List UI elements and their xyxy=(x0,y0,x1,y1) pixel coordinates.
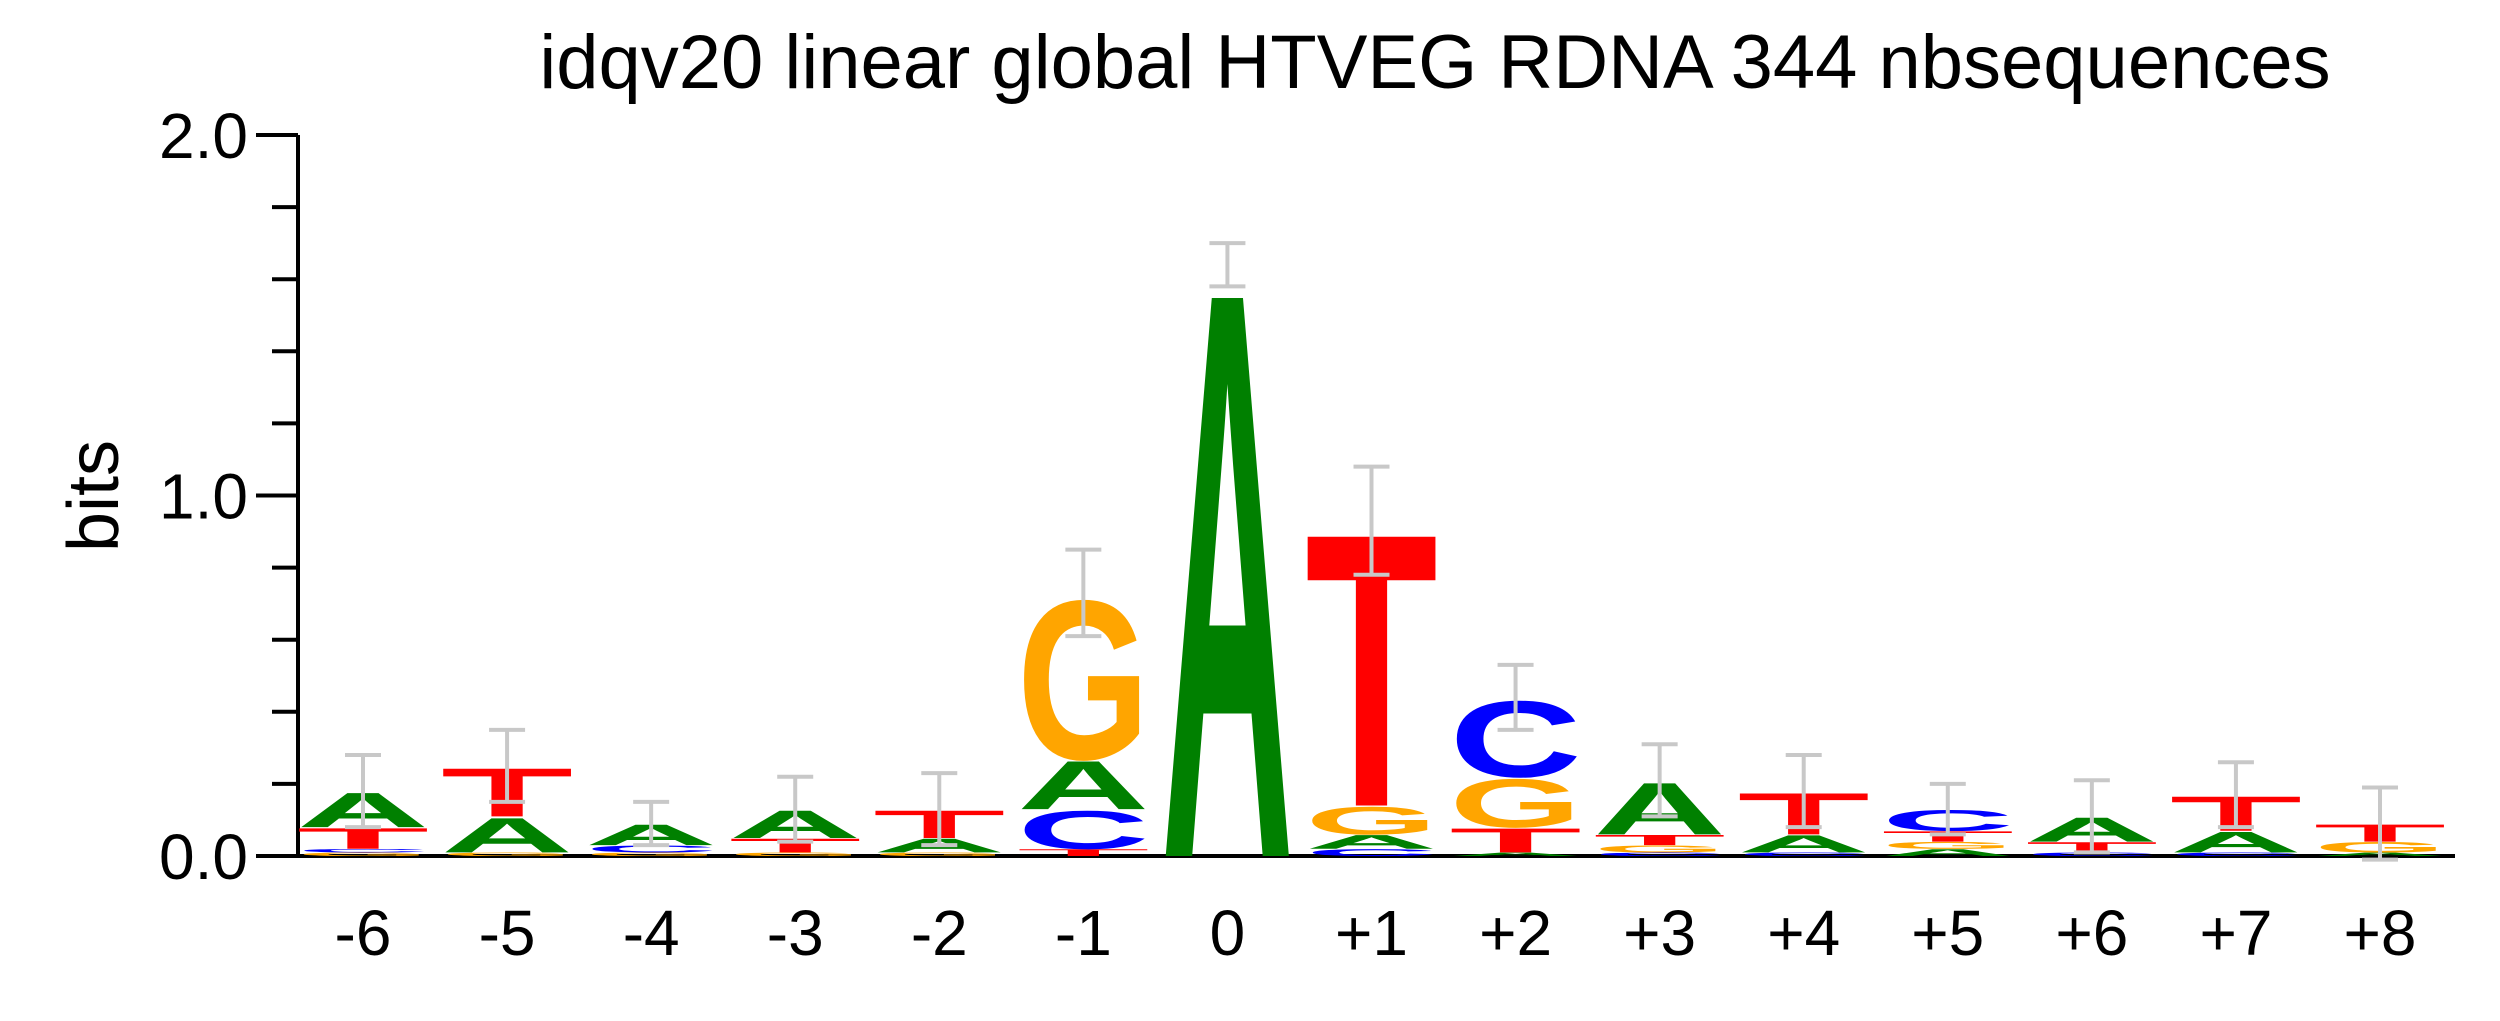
x-tick-label: +4 xyxy=(1767,897,1840,969)
error-bar xyxy=(2073,778,2110,855)
error-bar xyxy=(1353,464,1390,577)
logo-letter: C xyxy=(585,844,718,855)
error-bar xyxy=(1065,547,1102,639)
x-tick-label: +8 xyxy=(2344,897,2417,969)
x-tick-label: +1 xyxy=(1335,897,1408,969)
x-tick-label: +6 xyxy=(2055,897,2128,969)
error-bar xyxy=(489,727,526,804)
error-bar xyxy=(1209,241,1246,289)
y-tick-label: 0.0 xyxy=(159,821,248,893)
error-bar xyxy=(345,753,381,830)
x-tick-label: +2 xyxy=(1479,897,1552,969)
y-tick-label: 2.0 xyxy=(159,100,248,172)
error-bar xyxy=(1785,753,1822,830)
x-tick-label: +3 xyxy=(1623,897,1696,969)
x-tick-label: +7 xyxy=(2199,897,2272,969)
y-axis-label: bits xyxy=(54,440,134,552)
logo-letter: T xyxy=(1882,828,2015,845)
logo-letter: A xyxy=(1737,830,1870,857)
error-bar xyxy=(1929,781,1966,837)
logo-letter: T xyxy=(729,835,862,857)
logo-letter: C xyxy=(1737,852,1870,858)
x-tick-label: -3 xyxy=(767,897,824,969)
x-tick-label: -1 xyxy=(1055,897,1112,969)
x-tick-label: -2 xyxy=(911,897,968,969)
logo-letter: A xyxy=(1017,747,1150,824)
logo-letter: G xyxy=(1305,799,1438,843)
logo-letter: A xyxy=(441,808,574,863)
x-tick-label: -5 xyxy=(479,897,536,969)
logo-letter: C xyxy=(2170,852,2303,858)
x-tick-label: 0 xyxy=(1210,897,1246,969)
logo-letter: A xyxy=(1305,831,1438,853)
logo-letter: C xyxy=(1017,800,1150,861)
x-tick-label: +5 xyxy=(1911,897,1984,969)
error-bar xyxy=(1641,742,1678,819)
error-bar xyxy=(2217,760,2254,830)
x-tick-label: -4 xyxy=(623,897,680,969)
logo-letter: C xyxy=(1305,847,1438,858)
logo-letter: G xyxy=(1882,840,2015,851)
error-bar xyxy=(921,771,958,848)
x-tick-label: -6 xyxy=(335,897,392,969)
logo-letter: G xyxy=(1449,765,1582,842)
logo-letter: T xyxy=(1593,832,1726,849)
chart-title: idqv20 linear global HTVEG RDNA 344 nbse… xyxy=(539,20,2330,105)
logo-letter: A xyxy=(1882,847,2015,858)
error-bar xyxy=(2362,785,2398,862)
logo-letter: T xyxy=(1017,847,1150,858)
logo-letter: G xyxy=(585,852,718,858)
error-bar xyxy=(777,774,814,844)
logo-letter: G xyxy=(1593,844,1726,855)
y-tick-label: 1.0 xyxy=(159,461,248,533)
error-bar xyxy=(633,799,670,848)
logo-letter: T xyxy=(1449,821,1582,860)
logo-letter: A xyxy=(2170,825,2303,858)
logo-letter: A xyxy=(1449,852,1582,858)
logo-letter: C xyxy=(1593,852,1726,858)
error-bar xyxy=(1497,662,1534,732)
logo-letter: G xyxy=(873,852,1006,858)
logo-letter: G xyxy=(441,852,574,858)
logo-letter: C xyxy=(297,848,430,854)
logo-letter: G xyxy=(297,852,430,858)
logo-letter: G xyxy=(729,852,862,858)
